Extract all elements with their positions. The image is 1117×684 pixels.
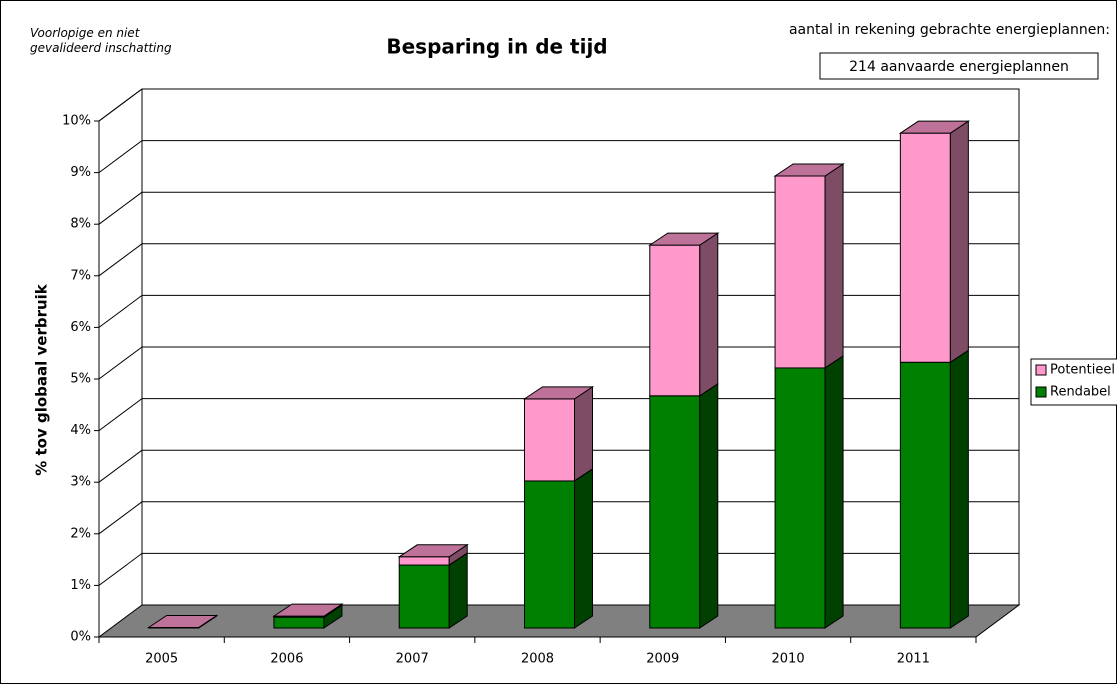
bar-top	[146, 614, 219, 628]
bar-top	[773, 163, 845, 177]
y-tick-label: 10%	[62, 114, 91, 129]
grid-line	[98, 294, 143, 328]
bar-side	[699, 382, 719, 629]
bar-side	[448, 552, 468, 629]
y-tick-label: 9%	[70, 165, 91, 180]
bar-side	[824, 355, 844, 629]
y-tick-label: 2%	[70, 526, 91, 541]
bar-side	[824, 163, 844, 369]
y-tick-label: 1%	[70, 578, 91, 593]
legend-label: Potentieel	[1050, 363, 1115, 378]
y-tick-label: 5%	[70, 372, 91, 387]
bar-front	[524, 398, 575, 482]
grid-line	[98, 243, 143, 277]
bar-side	[699, 232, 719, 397]
y-axis-title: % tov globaal verbruik	[33, 283, 51, 476]
note-wrap: Voorlopige en niet gevalideerd inschatti…	[30, 26, 172, 55]
grid-line	[98, 501, 143, 535]
bar-top	[522, 386, 595, 400]
bar-side	[949, 120, 969, 364]
x-tick-label: 2011	[897, 652, 930, 667]
grid-line	[98, 140, 143, 174]
grid-line	[98, 449, 143, 483]
box-text: 214 aanvaarde energieplannen	[849, 59, 1069, 75]
legend-label: Rendabel	[1050, 385, 1111, 400]
grid-line	[98, 346, 143, 380]
chart-title: Besparing in de tijd	[386, 35, 607, 59]
y-tick-label: 4%	[70, 423, 91, 438]
y-tick-label: 6%	[70, 320, 91, 335]
x-tick-label: 2009	[646, 652, 679, 667]
bar-front	[649, 244, 701, 397]
x-tick-label: 2005	[145, 652, 178, 667]
bar-front	[899, 361, 951, 629]
x-tick-label: 2008	[521, 652, 554, 667]
y-tick-label: 0%	[70, 630, 91, 645]
bar-front	[774, 175, 826, 369]
grid-line	[98, 552, 143, 586]
x-tick-label: 2007	[396, 652, 429, 667]
y-tick-label: 8%	[70, 217, 91, 232]
bar-front	[398, 564, 450, 629]
bar-front	[649, 395, 701, 629]
bar-top	[648, 232, 720, 246]
grid-line	[98, 191, 143, 225]
bar-top	[272, 603, 344, 617]
y-tick-label: 3%	[70, 475, 91, 490]
bar-front	[273, 616, 325, 629]
bar-side	[574, 385, 593, 482]
bar-front	[774, 367, 826, 629]
bar-front	[899, 132, 951, 363]
y-tick-label: 7%	[70, 268, 91, 283]
grid-line	[98, 88, 143, 122]
bar-front	[524, 480, 575, 629]
bar-top	[397, 544, 469, 558]
header-text: aantal in rekening gebrachte energieplan…	[789, 22, 1110, 38]
note: Voorlopige en niet gevalideerd inschatti…	[30, 26, 172, 55]
grid-line	[98, 398, 143, 432]
x-tick-label: 2006	[270, 652, 303, 667]
bar-side	[574, 468, 593, 629]
bar-side	[949, 349, 969, 629]
bar-top	[898, 120, 971, 134]
x-tick-label: 2010	[772, 652, 805, 667]
legend-swatch	[1035, 386, 1047, 398]
legend-swatch	[1035, 364, 1047, 376]
info-box	[819, 52, 1099, 80]
bar-front	[398, 556, 450, 566]
